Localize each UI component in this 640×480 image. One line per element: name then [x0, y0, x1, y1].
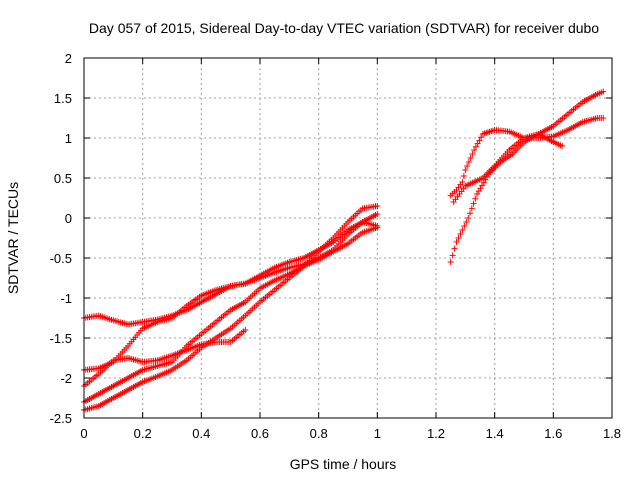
series-track-f	[447, 115, 607, 199]
data-point	[465, 159, 472, 165]
y-tick-label: 1.5	[54, 91, 72, 106]
data-point	[451, 245, 458, 252]
data-point	[474, 140, 481, 147]
y-tick-label: 0.5	[54, 171, 72, 186]
data-point	[447, 259, 454, 265]
data-point	[449, 252, 456, 259]
data-point	[559, 143, 566, 149]
y-tick-label: -1	[60, 291, 72, 306]
data-point	[374, 224, 381, 231]
data-point	[465, 215, 472, 221]
data-point	[374, 211, 381, 217]
data-point	[467, 155, 474, 161]
x-axis-label: GPS time / hours	[290, 456, 397, 472]
data-point	[600, 88, 607, 95]
x-tick-label: 1.2	[427, 426, 445, 441]
x-axis: 0 0.2 0.4 0.6 0.8 1 1.2 1.4 1.6 1.8	[80, 58, 621, 441]
x-tick-label: 0.4	[192, 426, 210, 441]
data-point	[453, 239, 460, 245]
data-point	[464, 163, 471, 169]
plot-frame	[83, 57, 613, 419]
y-tick-label: -1.5	[50, 331, 72, 346]
data-point	[472, 143, 479, 150]
data-points	[81, 88, 607, 413]
x-tick-label: 1.4	[486, 426, 504, 441]
y-tick-label: -2.5	[50, 411, 72, 426]
data-point	[468, 205, 475, 212]
data-point	[457, 231, 464, 237]
data-point	[461, 223, 468, 229]
y-tick-label: -2	[60, 371, 72, 386]
y-tick-label: -0.5	[50, 251, 72, 266]
x-tick-label: 1.8	[603, 426, 621, 441]
series-track-h	[447, 131, 566, 265]
series-track-d	[81, 203, 381, 413]
y-axis: -2.5 -2 -1.5 -1 -0.5 0 0.5 1 1.5 2	[50, 51, 612, 426]
x-tick-label: 1.6	[544, 426, 562, 441]
y-tick-label: 2	[65, 51, 72, 66]
data-point	[374, 203, 381, 209]
data-point	[471, 147, 478, 153]
data-point	[460, 173, 467, 179]
x-tick-label: 0.6	[251, 426, 269, 441]
data-point	[455, 235, 462, 241]
data-point	[478, 134, 485, 141]
data-point	[469, 151, 476, 157]
x-tick-label: 0.8	[310, 426, 328, 441]
data-point	[600, 115, 607, 121]
x-tick-label: 0.2	[134, 426, 152, 441]
x-tick-label: 0	[80, 426, 87, 441]
series-track-e	[81, 327, 249, 389]
data-point	[459, 227, 466, 233]
data-point	[242, 327, 249, 333]
x-tick-label: 1	[374, 426, 381, 441]
data-point	[476, 137, 483, 144]
y-tick-label: 0	[65, 211, 72, 226]
data-point	[459, 179, 466, 185]
data-point	[463, 219, 470, 225]
y-axis-label: SDTVAR / TECUs	[5, 182, 21, 294]
data-point	[462, 167, 469, 173]
data-point	[472, 195, 479, 202]
chart-title: Day 057 of 2015, Sidereal Day-to-day VTE…	[89, 20, 599, 36]
data-point	[467, 210, 474, 217]
data-point	[470, 200, 477, 207]
y-tick-label: 1	[65, 131, 72, 146]
